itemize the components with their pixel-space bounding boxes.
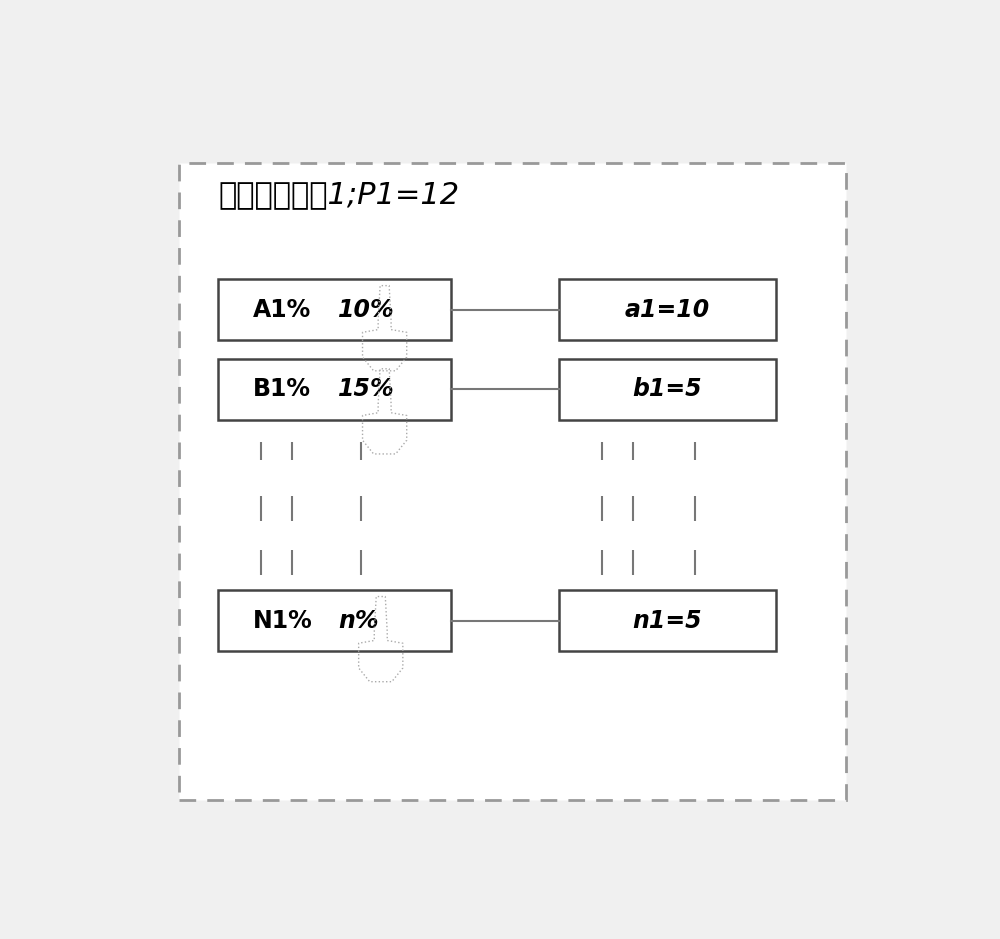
Text: b1=5: b1=5 bbox=[633, 377, 702, 401]
Text: n1=5: n1=5 bbox=[633, 608, 702, 633]
Text: a1=10: a1=10 bbox=[625, 298, 710, 322]
Text: A1%: A1% bbox=[253, 298, 311, 322]
FancyBboxPatch shape bbox=[218, 359, 450, 420]
Text: n%: n% bbox=[338, 608, 379, 633]
FancyBboxPatch shape bbox=[559, 279, 776, 341]
Text: 10%: 10% bbox=[338, 298, 395, 322]
FancyBboxPatch shape bbox=[179, 163, 846, 800]
Text: N1%: N1% bbox=[253, 608, 313, 633]
Text: B1%: B1% bbox=[253, 377, 311, 401]
FancyBboxPatch shape bbox=[559, 359, 776, 420]
Text: 15%: 15% bbox=[338, 377, 395, 401]
FancyBboxPatch shape bbox=[218, 590, 450, 652]
Text: 客户维护人员1;P1=12: 客户维护人员1;P1=12 bbox=[218, 180, 459, 209]
FancyBboxPatch shape bbox=[559, 590, 776, 652]
FancyBboxPatch shape bbox=[218, 279, 450, 341]
